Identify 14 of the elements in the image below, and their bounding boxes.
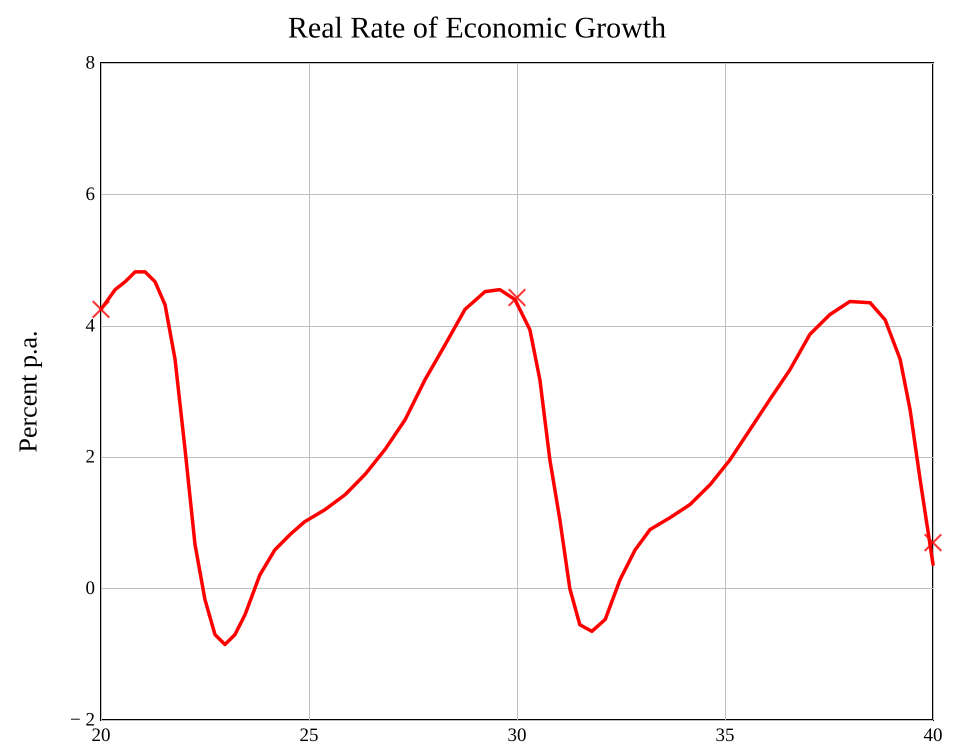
point: [924, 534, 942, 552]
y-tick-label: 4: [86, 315, 96, 336]
x-tick-label: 35: [716, 725, 734, 746]
chart-title: Real Rate of Economic Growth: [288, 12, 666, 44]
x-tick-label: 30: [508, 725, 526, 746]
x-tick-label: 20: [92, 725, 110, 746]
y-tick-label: 6: [86, 184, 95, 205]
y-tick-label: 2: [86, 446, 95, 468]
y-tick-label: 8: [86, 52, 95, 74]
x-tick-label: 40: [924, 725, 942, 746]
point: [92, 300, 110, 318]
y-axis-title: Percent p.a.: [14, 330, 42, 453]
x-tick-label: 25: [300, 725, 318, 746]
y-tick-label: 0: [86, 578, 95, 600]
